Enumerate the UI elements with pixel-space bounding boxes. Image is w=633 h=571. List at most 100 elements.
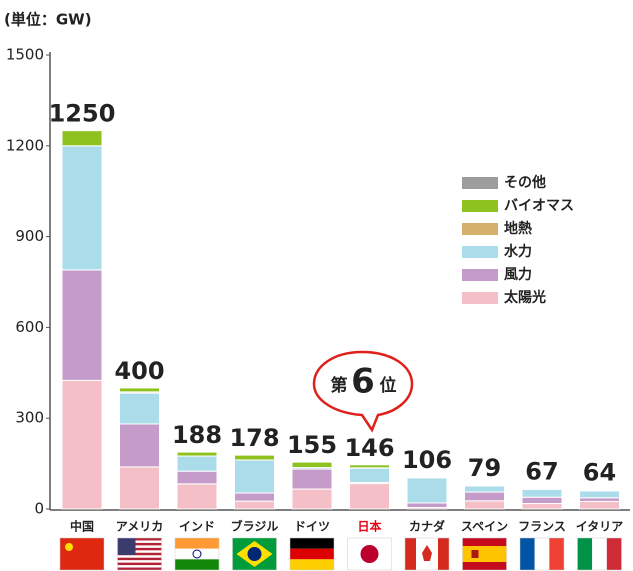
x-tick-label: 日本 <box>357 519 381 534</box>
callout: 第 6 位 <box>312 350 414 433</box>
flag-part <box>290 538 334 549</box>
flag <box>577 537 622 571</box>
flag-part <box>549 538 564 570</box>
y-tick-label: 0 <box>34 500 44 518</box>
x-tick-label: インド <box>179 520 215 534</box>
total-label: 178 <box>229 424 279 452</box>
bar-segment <box>61 130 103 147</box>
flag-border <box>289 537 335 571</box>
x-tick-label: イタリア <box>576 520 624 534</box>
flag-part <box>175 538 219 549</box>
flag-part <box>65 543 73 551</box>
flag-part <box>247 547 262 561</box>
bar-segment <box>61 379 103 510</box>
legend-swatch <box>462 200 498 212</box>
legend-label: 水力 <box>504 243 532 260</box>
x-tick-label: アメリカ <box>116 520 163 534</box>
flag-border <box>232 537 277 571</box>
flag-border <box>462 537 507 571</box>
flag-part <box>117 562 162 566</box>
legend-label: その他 <box>504 174 546 191</box>
bar-segment <box>521 488 563 490</box>
bar-segment <box>579 500 620 510</box>
legend-label: 地熱 <box>504 220 532 237</box>
bar-segment <box>291 488 333 510</box>
legend-label: 太陽光 <box>504 289 546 306</box>
bar-segment <box>406 502 448 508</box>
flag-part <box>117 567 162 570</box>
bar-segment <box>406 476 448 479</box>
bar-segment <box>119 466 160 510</box>
total-label: 106 <box>402 446 452 474</box>
x-tick-label: フランス <box>518 520 566 534</box>
bar-segment <box>176 470 218 485</box>
flag <box>232 537 277 571</box>
flag-part <box>422 545 432 561</box>
flag-border <box>174 537 220 571</box>
bar-segment <box>61 145 103 271</box>
y-tick-label: 900 <box>15 227 44 245</box>
x-tick-label: カナダ <box>409 519 445 534</box>
bar-segment <box>234 459 275 494</box>
total-label: 79 <box>468 454 501 482</box>
bar-segment <box>176 455 218 472</box>
flag-part <box>117 552 162 556</box>
bar-segment <box>119 387 160 393</box>
total-label: 64 <box>583 459 616 487</box>
bar-segment <box>119 423 160 468</box>
y-tick-label: 1200 <box>6 136 44 154</box>
legend-swatch <box>462 269 498 281</box>
flag-part <box>60 538 104 570</box>
flag-part <box>117 557 162 561</box>
flag-part <box>175 548 219 560</box>
flag-part <box>117 542 162 546</box>
flag <box>117 537 162 571</box>
total-label: 188 <box>172 421 222 449</box>
x-tick-label: ブラジル <box>231 519 279 534</box>
bar-segment <box>176 483 218 510</box>
flag <box>59 537 105 571</box>
flag <box>462 537 507 571</box>
legend-label: 風力 <box>504 266 532 283</box>
x-tick-label: 中国 <box>70 519 94 534</box>
total-label: 155 <box>287 431 337 459</box>
flag-part <box>520 538 535 570</box>
flag <box>174 537 220 571</box>
bar-segment <box>234 454 275 461</box>
x-tick-label: スペイン <box>461 520 508 534</box>
flag-border <box>59 537 105 571</box>
callout-bubble <box>312 350 414 433</box>
flag-part <box>471 550 479 558</box>
bar-segment <box>349 464 390 469</box>
callout-rank: 6 <box>351 362 375 402</box>
bar-segment <box>406 477 448 504</box>
bar-segment <box>464 491 505 502</box>
legend-swatch <box>462 223 498 235</box>
y-tick-label: 600 <box>15 318 44 336</box>
total-label: 146 <box>344 434 394 462</box>
flag-part <box>438 538 449 570</box>
bar-segment <box>291 461 333 469</box>
bar-segment <box>579 490 620 499</box>
bar-segment <box>119 392 160 425</box>
bar-segment <box>521 488 563 498</box>
flag-part <box>290 548 334 560</box>
bar-segment <box>349 483 390 510</box>
flag-part <box>290 559 334 570</box>
callout-prefix: 第 <box>331 375 348 396</box>
bar-segment <box>234 492 275 502</box>
flag-part <box>606 538 622 570</box>
flag-border <box>519 537 565 571</box>
flag-part <box>534 538 550 570</box>
flag <box>347 537 392 571</box>
bar-segment <box>176 451 218 457</box>
bar-segment <box>464 485 505 493</box>
flag-border <box>577 537 622 571</box>
bar-segment <box>579 497 620 502</box>
flag-border <box>347 537 392 571</box>
flag-part <box>117 538 136 555</box>
total-label: 67 <box>525 458 558 486</box>
y-tick-label: 1500 <box>6 46 44 64</box>
legend-swatch <box>462 292 498 304</box>
